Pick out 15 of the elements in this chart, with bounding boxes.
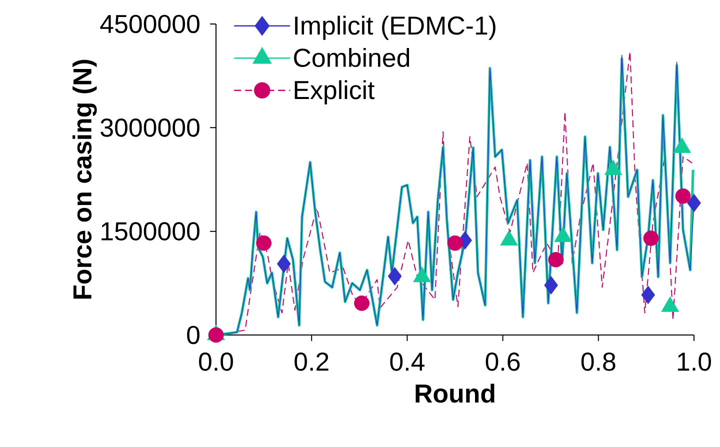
x-tick-label: 0.0	[199, 352, 233, 371]
legend-label: Combined	[294, 48, 410, 68]
legend-label: Explicit	[294, 80, 375, 104]
legend-label: Implicit (EDMC-1)	[295, 16, 496, 40]
x-tick-label: 0.4	[390, 352, 424, 371]
y-tick-label: 4500000	[100, 14, 200, 34]
x-tick-label: 0.2	[294, 352, 328, 371]
x-tick-label: 0.8	[581, 352, 616, 371]
y-tick-label: 1500000	[102, 222, 200, 240]
y-tick-label: 3000000	[100, 118, 200, 137]
x-tick-label: 0.6	[486, 352, 520, 371]
y-axis-title: Force on casing (N)	[72, 60, 97, 299]
x-axis-title: Round	[416, 384, 494, 403]
y-tick-label: 0	[187, 326, 200, 344]
x-tick-label: 1.0	[678, 352, 711, 371]
